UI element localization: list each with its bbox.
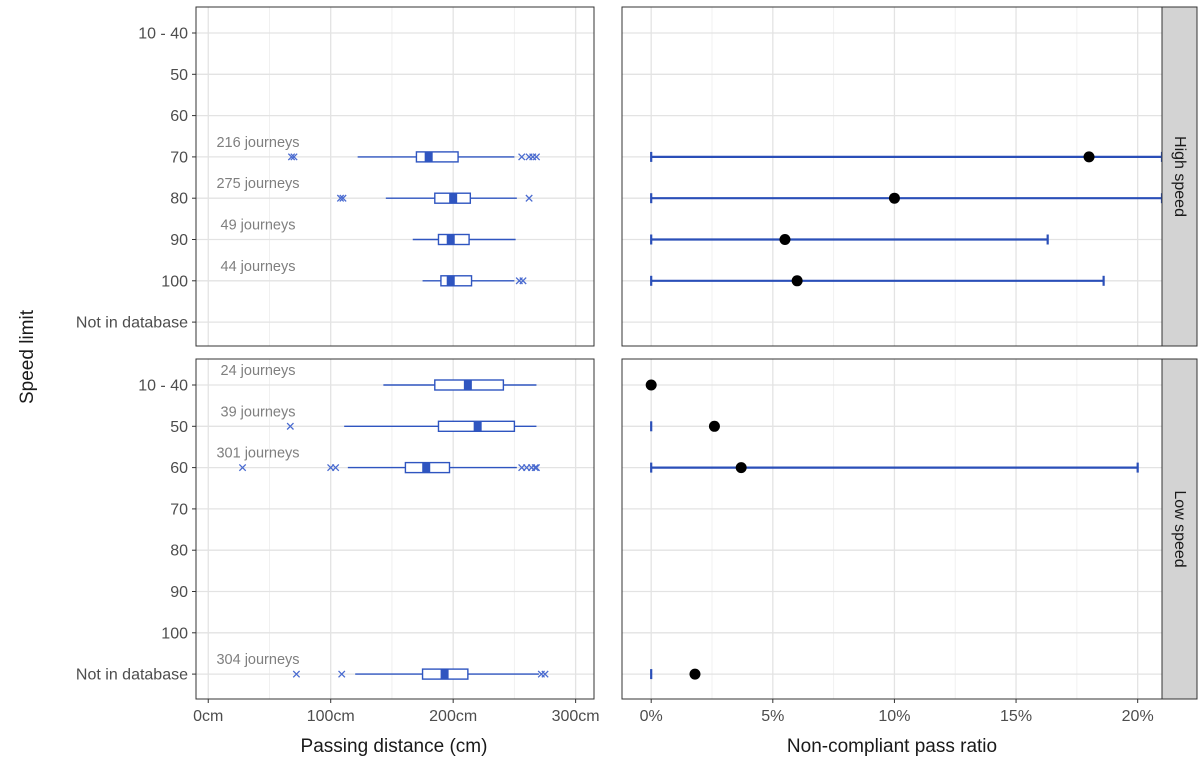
box-outlier — [339, 194, 347, 202]
ratio-point — [791, 275, 803, 287]
x-tick-label-left: 100cm — [307, 708, 355, 725]
y-tick-label: 90 — [170, 232, 188, 249]
ratio-point — [689, 668, 701, 680]
y-tick-label: 70 — [170, 149, 188, 166]
box-median — [446, 234, 455, 245]
box-median — [463, 380, 472, 390]
y-tick-label: 60 — [170, 108, 188, 125]
box-median — [422, 462, 431, 473]
y-tick-label: 100 — [161, 625, 188, 642]
y-tick-label: Not in database — [76, 315, 188, 332]
journey-count-label: 275 journeys — [216, 176, 299, 192]
box-outlier — [238, 463, 247, 472]
y-tick-label: 50 — [170, 419, 188, 436]
data-layer — [238, 151, 1164, 680]
journey-count-label: 301 journeys — [216, 446, 299, 462]
journey-count-label: 49 journeys — [221, 218, 296, 234]
facet-strip-label: High speed — [1171, 136, 1188, 217]
panel-border-left — [195, 358, 595, 700]
box-median — [449, 193, 458, 204]
box-outlier — [331, 463, 340, 472]
facet-strip — [1161, 358, 1198, 700]
y-tick-label: 70 — [170, 501, 188, 518]
facet-strip-label: Low speed — [1171, 490, 1188, 567]
y-tick-label: 10 - 40 — [138, 26, 188, 43]
box-outlier — [292, 670, 301, 678]
y-tick-label: 60 — [170, 460, 188, 477]
box-outlier — [286, 422, 294, 430]
box-outlier — [532, 463, 541, 472]
box-outlier — [336, 194, 345, 202]
box-median — [473, 421, 482, 432]
journey-count-label: 24 journeys — [221, 363, 296, 379]
y-tick-label: 90 — [170, 584, 188, 601]
box-median — [446, 275, 455, 286]
x-tick-label-right: 0% — [640, 708, 663, 725]
box-outlier — [287, 153, 296, 161]
box-outlier — [290, 153, 298, 161]
box-outlier — [525, 194, 533, 202]
box-outlier — [518, 153, 526, 161]
x-tick-label-right: 15% — [1000, 708, 1032, 725]
facet-strip — [1161, 6, 1198, 347]
box-outlier — [338, 670, 346, 678]
x-tick-label-left: 200cm — [429, 708, 477, 725]
ratio-point — [645, 379, 657, 391]
x-tick-label-right: 5% — [761, 708, 784, 725]
ratio-point — [1083, 151, 1095, 163]
y-tick-label: 80 — [170, 191, 188, 208]
y-tick-label: 100 — [161, 273, 188, 290]
box-median — [424, 151, 433, 162]
x-axis-title-right: Non-compliant pass ratio — [787, 736, 997, 757]
panel-border-left — [195, 6, 595, 347]
y-axis-title: Speed limit — [17, 309, 38, 404]
y-tick-label: 50 — [170, 67, 188, 84]
x-tick-label-right: 20% — [1122, 708, 1154, 725]
box-outlier — [541, 670, 549, 678]
box-outlier — [532, 153, 541, 161]
box-iqr — [440, 275, 473, 287]
box-outlier — [519, 277, 527, 285]
y-tick-label: 10 - 40 — [138, 378, 188, 395]
x-tick-label-left: 0cm — [193, 708, 223, 725]
x-tick-label-left: 300cm — [552, 708, 600, 725]
x-tick-label-right: 10% — [878, 708, 910, 725]
text-layer: 216 journeys 275 journeys 49 journeys 44 jo… — [76, 26, 1188, 726]
box-iqr — [415, 151, 459, 163]
grid-layer — [196, 7, 1162, 699]
ratio-point — [779, 234, 791, 245]
ratio-point — [708, 420, 720, 432]
box-median — [440, 669, 449, 680]
ratio-point — [735, 462, 747, 474]
journey-count-label: 39 journeys — [221, 404, 296, 420]
box-outlier — [531, 463, 539, 472]
y-tick-label: 80 — [170, 543, 188, 560]
journey-count-label: 304 journeys — [216, 652, 299, 668]
y-tick-label: Not in database — [76, 667, 188, 684]
frame-layer — [192, 6, 1198, 703]
journey-count-label: 44 journeys — [221, 259, 296, 275]
x-axis-title-left: Passing distance (cm) — [301, 736, 488, 757]
ratio-point — [888, 192, 900, 204]
journey-count-label: 216 journeys — [216, 135, 299, 151]
